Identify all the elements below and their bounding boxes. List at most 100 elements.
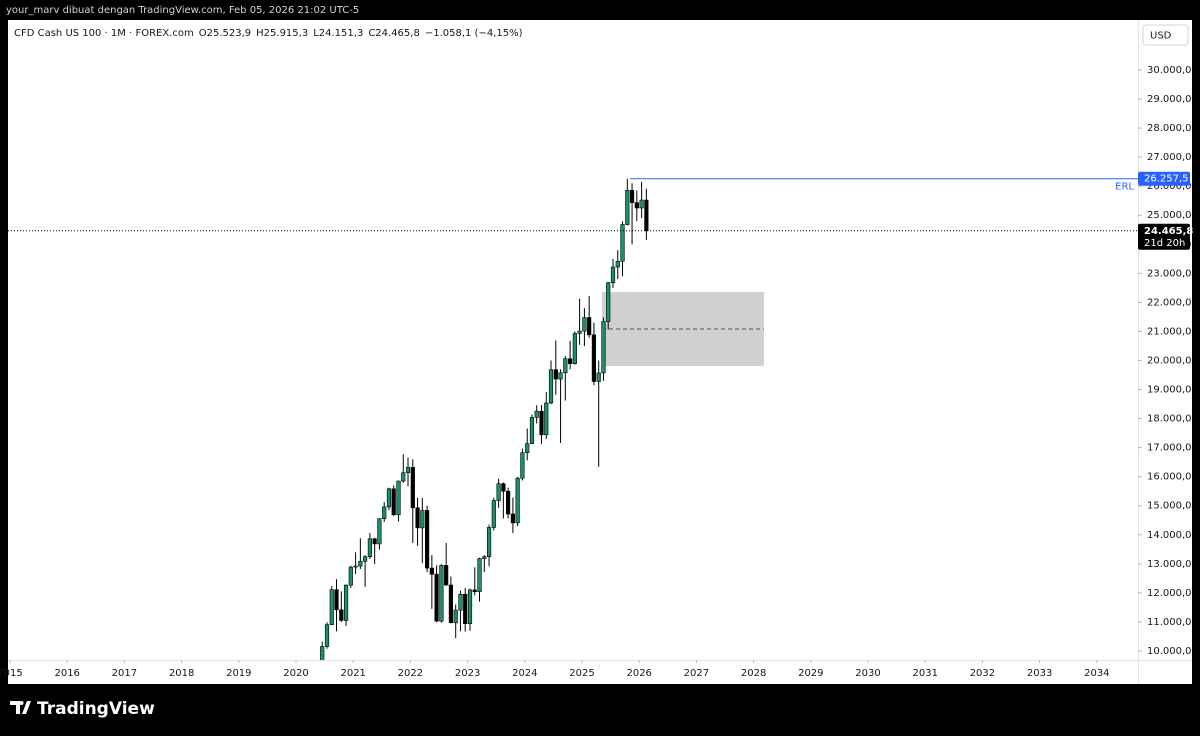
y-tick-label: 29.000,0 [1147, 94, 1192, 105]
candle-body [634, 202, 639, 209]
x-tick-label: 2017 [112, 668, 137, 679]
candle-body [501, 483, 506, 492]
legend-item: H25.915,3 [256, 28, 308, 39]
chart-area [8, 20, 1192, 684]
candle-body [568, 358, 573, 364]
currency-box[interactable] [1142, 24, 1189, 46]
legend-item: C24.465,8 [368, 28, 420, 39]
candle-body [472, 589, 477, 592]
candle-body [367, 538, 372, 557]
level-tag-label: 26.257,5 [1144, 174, 1189, 185]
candle-body [563, 358, 568, 374]
candle-body [429, 567, 434, 575]
x-tick-label: 2022 [398, 668, 423, 679]
candle-body [405, 467, 411, 474]
x-tick-label: 2019 [226, 668, 251, 679]
candle-body [639, 199, 644, 209]
y-tick-label: 22.000,0 [1147, 297, 1192, 308]
y-tick-label: 19.000,0 [1147, 385, 1192, 396]
candle-body [453, 609, 458, 624]
x-tick-label: 2016 [54, 668, 79, 679]
candle-body [477, 558, 482, 592]
candle-body [410, 467, 415, 509]
x-tick-label: 2025 [569, 668, 594, 679]
level-tag [1138, 171, 1190, 186]
y-tick-label: 12.000,0 [1147, 588, 1192, 599]
candle-body [539, 410, 544, 436]
candle-body [348, 566, 353, 586]
y-tick-label: 17.000,0 [1147, 443, 1192, 454]
y-tick-label: 26.000,0 [1147, 181, 1192, 192]
candle-body [463, 593, 468, 624]
brand: TradingView [37, 699, 155, 719]
y-tick-label: 23.000,0 [1147, 268, 1192, 279]
y-tick-label: 13.000,0 [1147, 559, 1192, 570]
header: your_marv dibuat dengan TradingView.com,… [6, 5, 359, 16]
y-tick-label: 14.000,0 [1147, 530, 1192, 541]
x-tick-label: 2015 [0, 668, 23, 679]
level-name: ERL [1115, 182, 1134, 193]
candle-body [596, 372, 601, 382]
x-tick-label: 2020 [283, 668, 308, 679]
candle-body [448, 584, 453, 624]
candle-body [606, 282, 611, 322]
brand-logo [10, 701, 31, 714]
candle-body [486, 527, 492, 557]
candle-body [629, 190, 635, 203]
last-price-tag [1138, 223, 1190, 250]
y-tick-label: 11.000,0 [1147, 617, 1192, 628]
x-tick-label: 2018 [169, 668, 194, 679]
x-tick-label: 2033 [1027, 668, 1052, 679]
candle-body [572, 333, 577, 364]
candle-body [482, 556, 487, 559]
candle-body [372, 538, 377, 545]
x-tick-label: 2028 [741, 668, 766, 679]
candle-body [467, 589, 473, 624]
candle-body [525, 443, 530, 454]
y-tick-label: 16.000,0 [1147, 472, 1192, 483]
candle-body [544, 402, 549, 436]
candle-body [377, 518, 382, 545]
candle-body [534, 410, 539, 418]
candle-body [425, 510, 430, 569]
candle-body [558, 372, 563, 380]
x-tick-label: 2024 [512, 668, 537, 679]
candle-body [363, 556, 368, 562]
candle-body [434, 573, 439, 622]
x-tick-label: 2031 [912, 668, 937, 679]
candle-body [386, 488, 392, 508]
candle-body [358, 560, 363, 567]
legend-item: CFD Cash US 100 · 1M · FOREX.com [14, 28, 194, 39]
y-tick-label: 25.000,0 [1147, 210, 1192, 221]
legend-item: −1.058,1 (−4,15%) [425, 28, 523, 39]
candle-body [577, 330, 582, 334]
candle-body [458, 593, 463, 611]
candle-body [401, 472, 406, 482]
candle-body [553, 369, 558, 380]
candle-body [353, 565, 358, 568]
y-tick-label: 28.000,0 [1147, 123, 1192, 134]
candle-body [510, 513, 515, 524]
candle-body [491, 500, 496, 528]
y-tick-label: 21.000,0 [1147, 326, 1192, 337]
candle-body [601, 321, 606, 374]
x-tick-label: 2023 [455, 668, 480, 679]
plot [320, 178, 1138, 660]
candle-body [520, 452, 525, 479]
candle-body [439, 565, 444, 622]
candle-body [529, 417, 535, 444]
candle-body [506, 490, 511, 515]
candle-body [324, 624, 330, 647]
countdown: 21d 20h [1144, 238, 1185, 249]
candle-body [420, 510, 425, 529]
candle-body [615, 260, 620, 268]
x-tick-label: 2026 [626, 668, 651, 679]
candle-body [391, 488, 396, 516]
x-tick-label: 2030 [855, 668, 880, 679]
candle-body [620, 224, 625, 262]
last-price-label: 24.465,8 [1144, 226, 1193, 237]
y-tick-label: 20.000,0 [1147, 355, 1192, 366]
legend-item: L24.151,3 [313, 28, 363, 39]
